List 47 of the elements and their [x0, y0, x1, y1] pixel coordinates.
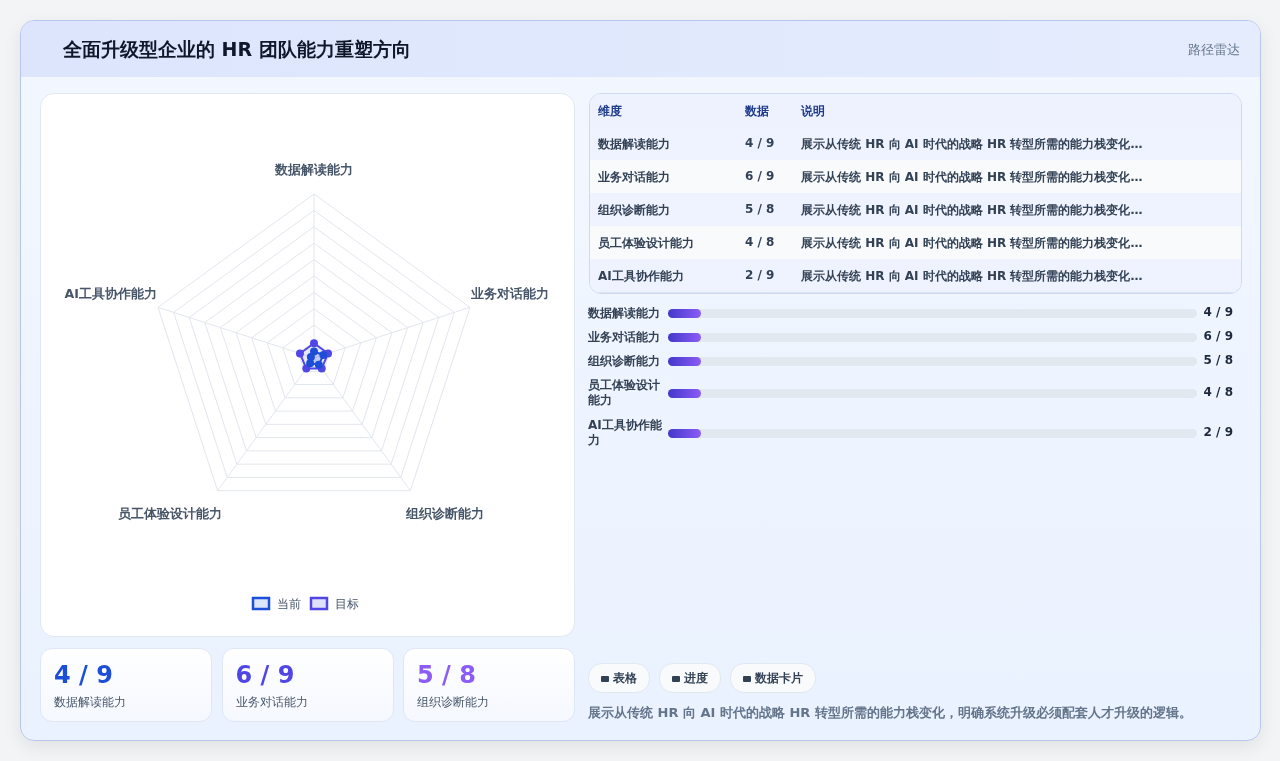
text: 2 / 9 [745, 268, 775, 282]
text: 路径雷达 [1187, 41, 1240, 59]
text: 6 / 9 [235, 661, 295, 689]
text: 展示从传统 HR 向 AI 时代的战略 HR 转型所需的能力栈变化，明确系统升级必须配套人才升级的逻辑。 [588, 704, 1192, 722]
spoke-label: 组织诊断能力 [404, 505, 484, 521]
spoke-label: 数据解读能力 [274, 162, 353, 177]
text: 5 / 8 [417, 661, 476, 689]
text: 数据解读能力 [598, 137, 670, 151]
category-label: 数据 [745, 103, 769, 120]
text: 4 / 9 [745, 136, 775, 150]
legend-label: 目标 [335, 597, 359, 611]
category-label: 员工体验设计能力 [588, 378, 661, 408]
text: 5 / 8 [745, 202, 775, 216]
category-label: AI工具协作能力 [588, 418, 663, 448]
text: 展示从传统 HR 向 AI 时代的战略 HR 转型所需的能力栈变化… [801, 137, 1143, 151]
text: 业务对话能力 [598, 170, 670, 184]
text: 4 / 9 [1203, 305, 1233, 319]
legend-label: 当前 [277, 597, 301, 611]
text: 组织诊断能力 [598, 203, 670, 217]
text: 展示从传统 HR 向 AI 时代的战略 HR 转型所需的能力栈变化… [801, 269, 1143, 283]
category-label: 说明 [801, 103, 825, 120]
text: 6 / 9 [1203, 329, 1233, 343]
text: 4 / 8 [745, 235, 775, 249]
category-label: 维度 [598, 103, 622, 120]
category-label: 组织诊断能力 [417, 694, 489, 711]
text: 表格 [613, 671, 637, 685]
category-label: 数据解读能力 [588, 306, 661, 321]
text: 6 / 9 [745, 169, 775, 183]
text: 员工体验设计能力 [598, 236, 694, 250]
category-label: 数据解读能力 [54, 694, 126, 711]
text: 数据卡片 [755, 671, 803, 685]
text: 5 / 8 [1203, 353, 1233, 367]
category-label: 业务对话能力 [588, 330, 661, 345]
text: 展示从传统 HR 向 AI 时代的战略 HR 转型所需的能力栈变化… [801, 203, 1143, 217]
text: 展示从传统 HR 向 AI 时代的战略 HR 转型所需的能力栈变化… [801, 170, 1143, 184]
spoke-label: 业务对话能力 [470, 286, 550, 302]
spoke-label: AI工具协作能力 [64, 286, 157, 302]
text: 展示从传统 HR 向 AI 时代的战略 HR 转型所需的能力栈变化… [801, 236, 1143, 250]
spoke-label: 员工体验设计能力 [118, 505, 223, 521]
text: 4 / 9 [54, 661, 113, 689]
text: AI工具协作能力 [598, 269, 684, 283]
text: 全面升级型企业的 HR 团队能力重塑方向 [63, 37, 411, 62]
text: 进度 [684, 671, 708, 685]
text: 2 / 9 [1203, 425, 1233, 439]
text: 4 / 8 [1203, 385, 1233, 399]
category-label: 业务对话能力 [235, 694, 308, 711]
category-label: 组织诊断能力 [588, 354, 661, 369]
